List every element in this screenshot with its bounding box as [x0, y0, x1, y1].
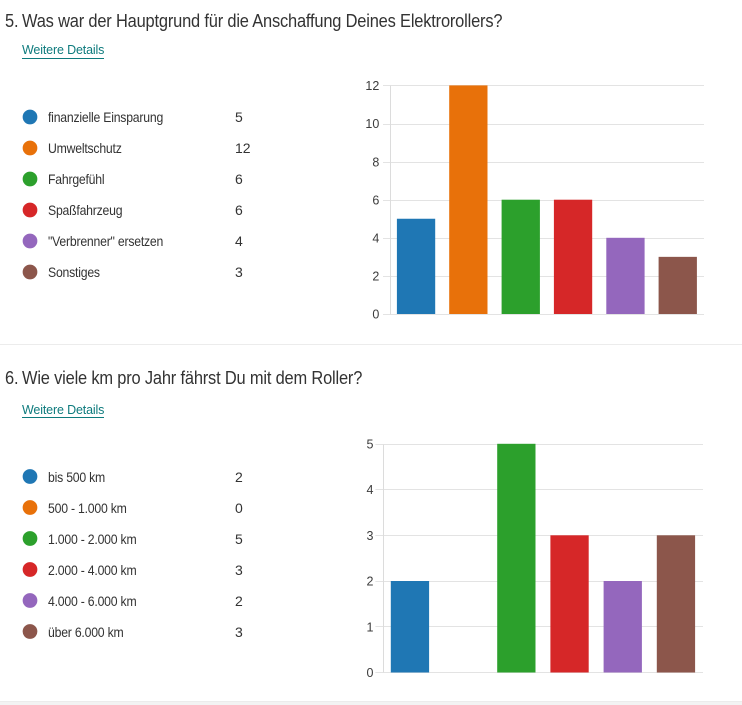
svg-text:5: 5	[367, 437, 374, 451]
svg-text:4: 4	[367, 483, 374, 497]
svg-text:10: 10	[365, 117, 379, 131]
svg-text:12: 12	[365, 79, 379, 93]
svg-text:2: 2	[367, 575, 374, 589]
svg-text:8: 8	[372, 155, 379, 169]
svg-text:1: 1	[367, 620, 374, 634]
svg-text:4: 4	[372, 232, 379, 246]
svg-text:0: 0	[372, 308, 379, 322]
svg-text:6: 6	[372, 193, 379, 207]
svg-text:2: 2	[372, 270, 379, 284]
svg-text:0: 0	[367, 666, 374, 680]
svg-text:3: 3	[367, 529, 374, 543]
